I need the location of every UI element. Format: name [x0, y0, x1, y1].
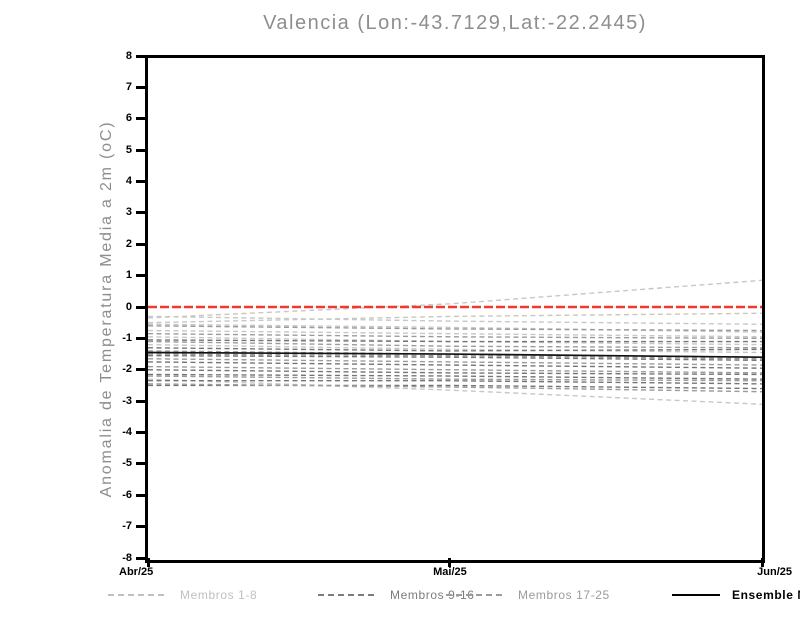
- page-title: Valencia (Lon:-43.7129,Lat:-22.2445): [263, 12, 647, 34]
- legend-label: Ensemble Mean: [732, 588, 800, 602]
- y-tick-label: 3: [125, 206, 132, 219]
- y-tick-label: -2: [122, 363, 132, 376]
- y-tick-mark: [136, 525, 145, 529]
- y-tick-label: 0: [125, 300, 132, 313]
- y-tick-label: -4: [122, 426, 132, 438]
- y-tick-mark: [136, 368, 145, 372]
- legend-item-membros-9-16: Membros 9-16: [318, 587, 475, 603]
- x-tick-label: Abr/25: [119, 566, 154, 578]
- x-tick-label: Jun/25: [757, 566, 792, 578]
- legend: Membros 1-8 Membros 9-16 Membros 17-25 E…: [0, 587, 800, 605]
- y-tick-mark: [136, 54, 145, 58]
- y-tick-label: 6: [125, 112, 132, 125]
- y-tick-mark: [136, 305, 145, 309]
- membros-1-8-line-sample: [108, 594, 168, 596]
- y-tick-label: 1: [125, 269, 132, 282]
- y-tick-mark: [136, 462, 145, 466]
- legend-item-ensemble-mean: Ensemble Mean: [672, 587, 800, 603]
- y-tick-mark: [136, 431, 145, 434]
- membros-17-25-line-sample: [446, 594, 506, 596]
- y-tick-mark: [136, 242, 145, 246]
- y-tick-label: -5: [122, 457, 132, 470]
- y-tick-mark: [136, 274, 145, 278]
- y-tick-label: 8: [125, 49, 132, 62]
- legend-label: Membros 9-16: [390, 588, 475, 602]
- y-tick-mark: [136, 117, 145, 121]
- y-tick-label: -3: [122, 394, 132, 407]
- legend-label: Membros 17-25: [518, 588, 610, 602]
- y-tick-mark: [136, 556, 145, 560]
- x-tick-mark: [760, 558, 764, 567]
- ensemble-mean-line-sample: [672, 594, 720, 596]
- legend-item-membros-1-8: Membros 1-8: [108, 587, 257, 603]
- plot-canvas: [148, 279, 762, 405]
- y-tick-label: -7: [122, 520, 132, 533]
- y-tick-label: 5: [125, 143, 132, 156]
- y-tick-mark: [136, 211, 145, 215]
- y-tick-label: 7: [125, 80, 132, 93]
- y-tick-mark: [136, 399, 145, 403]
- y-tick-label: 2: [125, 237, 132, 250]
- y-tick-mark: [136, 85, 145, 89]
- y-tick-mark: [136, 148, 145, 152]
- y-tick-mark: [136, 493, 145, 497]
- y-tick-mark: [136, 336, 145, 340]
- plot-area: [145, 55, 765, 563]
- y-tick-label: 4: [125, 175, 132, 187]
- y-tick-mark: [136, 180, 145, 183]
- legend-item-membros-17-25: Membros 17-25: [446, 587, 610, 603]
- y-tick-label: -6: [122, 488, 132, 501]
- membros-9-16-line-sample: [318, 594, 378, 596]
- y-tick-label: -1: [122, 331, 132, 344]
- y-tick-label: -8: [122, 551, 132, 564]
- x-tick-label: Mai/25: [433, 566, 467, 578]
- legend-label: Membros 1-8: [180, 588, 258, 602]
- x-tick-mark: [448, 558, 452, 567]
- x-tick-mark: [146, 558, 150, 567]
